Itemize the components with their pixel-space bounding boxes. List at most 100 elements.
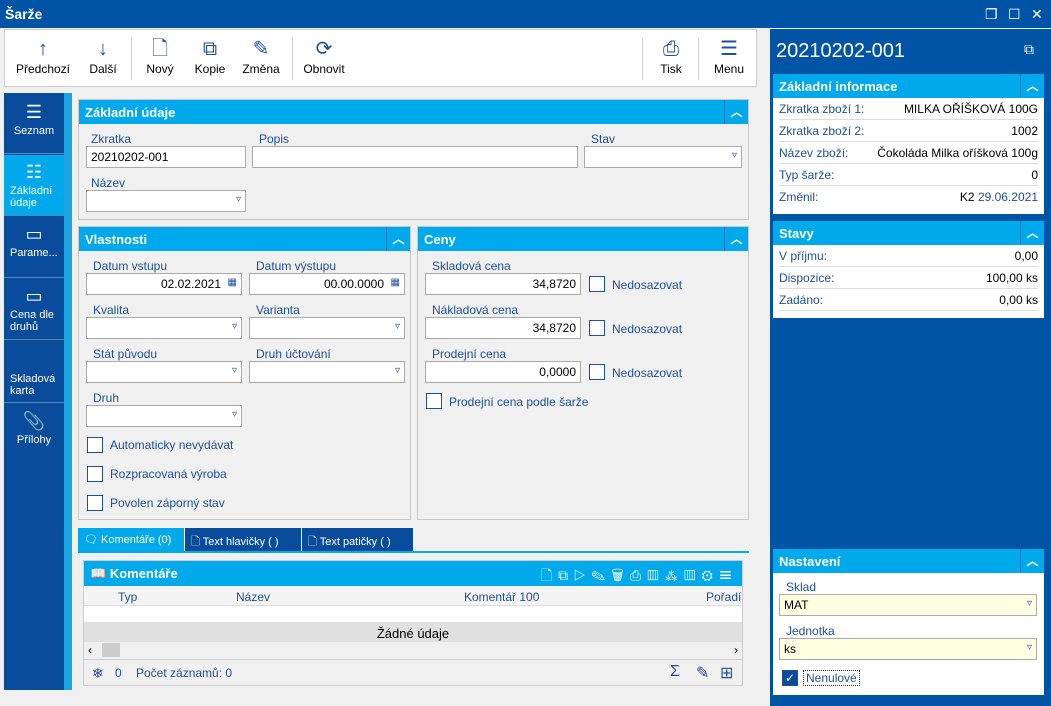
previous-button[interactable]: ↑ Předchozí bbox=[15, 36, 71, 76]
tab-text-hlavicky[interactable]: 🗋 Text hlavičky ( ) bbox=[185, 528, 301, 552]
collapse-icon[interactable]: ︿ bbox=[724, 100, 748, 124]
calendar-icon[interactable]: ▦ bbox=[390, 277, 400, 288]
refresh-button[interactable]: ⟳ Obnovit bbox=[301, 36, 347, 76]
menu-button[interactable]: ☰ Menu bbox=[709, 36, 749, 76]
nedosazovat-label: Nedosazovat bbox=[612, 366, 683, 380]
nedosazovat-checkbox[interactable] bbox=[589, 364, 605, 380]
printer-icon: ⎙ bbox=[663, 38, 679, 60]
pencil-icon[interactable]: ✎ bbox=[696, 665, 710, 682]
horizontal-scrollbar[interactable]: ‹ › bbox=[84, 642, 742, 659]
kvalita-select[interactable]: ▿ bbox=[86, 317, 242, 339]
copy-label: Kopie bbox=[194, 62, 226, 76]
side-nav: ☰ Seznam ☷ Základní údaje ▭ Parame... ▭ Cena… bbox=[4, 93, 64, 690]
scroll-left-icon[interactable]: ‹ bbox=[88, 643, 92, 657]
druh-uctovani-label: Druh účtování bbox=[256, 347, 331, 361]
settings-title: Nastavení bbox=[779, 554, 841, 569]
nakladova-cena-input[interactable]: 34,8720 bbox=[425, 317, 581, 339]
copy-icon: ⧉ bbox=[202, 38, 218, 60]
jednotka-label: Jednotka bbox=[786, 624, 835, 638]
edit-label: Změna bbox=[242, 62, 280, 76]
document-icon: 🗋 bbox=[191, 536, 200, 548]
rozpracovana-vyroba-checkbox[interactable] bbox=[87, 466, 103, 482]
scroll-thumb[interactable] bbox=[102, 643, 120, 657]
nav-item-cena-dle-druhu[interactable]: ▭ Cena dle druhů bbox=[4, 279, 64, 340]
popis-input[interactable] bbox=[252, 146, 578, 168]
nav-item-parametry[interactable]: ▭ Parame... bbox=[4, 217, 64, 278]
prodejni-cena-input[interactable]: 0,0000 bbox=[425, 361, 581, 383]
detail-panel: 20210202-001 ⧉ Základní informace ︿ Zkrat… bbox=[770, 29, 1051, 706]
nazev-select[interactable]: ▿ bbox=[86, 190, 246, 212]
nav-item-skladova-karta[interactable]: Skladová karta bbox=[4, 341, 64, 403]
skladova-cena-input[interactable]: 34,8720 bbox=[425, 273, 581, 295]
new-button[interactable]: 🗋 Nový bbox=[143, 36, 177, 76]
copy-button[interactable]: ⧉ Kopie bbox=[193, 36, 227, 76]
automaticky-nevydavat-checkbox[interactable] bbox=[87, 437, 103, 453]
restore-icon[interactable]: ❐ bbox=[985, 6, 998, 22]
comments-title: Komentáře bbox=[109, 566, 178, 581]
collapse-icon[interactable]: ︿ bbox=[386, 227, 410, 251]
open-external-icon[interactable]: ⧉ bbox=[1024, 41, 1034, 57]
collapse-icon[interactable]: ︿ bbox=[1020, 549, 1044, 573]
print-button[interactable]: ⎙ Tisk bbox=[653, 36, 689, 76]
datum-vystupu-input[interactable]: 00.00.0000 ▦ bbox=[249, 273, 405, 295]
dropdown-icon: ▿ bbox=[235, 194, 241, 205]
changed-user: K2 bbox=[959, 190, 975, 204]
zaporny-stav-checkbox[interactable] bbox=[87, 495, 103, 511]
tab-komentare[interactable]: 🗨 Komentáře (0) bbox=[78, 528, 184, 552]
tab-text-paticky[interactable]: 🗋 Text patičky ( ) bbox=[302, 528, 413, 552]
sklad-select[interactable]: MAT ▿ bbox=[779, 594, 1037, 616]
sum-icon[interactable]: Σ bbox=[670, 663, 680, 680]
dropdown-icon: ▿ bbox=[394, 321, 400, 332]
prodejni-cena-podle-sarze-checkbox[interactable] bbox=[426, 393, 442, 409]
nedosazovat-checkbox[interactable] bbox=[589, 320, 605, 336]
calendar-icon[interactable]: ▦ bbox=[227, 277, 237, 288]
add-record-icon[interactable]: ⊞ bbox=[720, 665, 734, 682]
info-row: Typ šarže: 0 bbox=[779, 164, 1038, 186]
nav-strip bbox=[64, 93, 72, 690]
nav-label: Cena dle druhů bbox=[10, 309, 55, 333]
druh-uctovani-select[interactable]: ▿ bbox=[249, 361, 405, 383]
col-poradi[interactable]: Pořadí bbox=[706, 590, 742, 604]
nav-label: Seznam bbox=[13, 125, 55, 137]
row-value: 1002 bbox=[1011, 124, 1038, 138]
window-title-bar: Šarže bbox=[0, 0, 1051, 28]
varianta-select[interactable]: ▿ bbox=[249, 317, 405, 339]
collapse-icon[interactable]: ︿ bbox=[724, 227, 748, 251]
row-key: Zkratka zboží 1: bbox=[779, 102, 865, 116]
grid-toolbar-icons[interactable]: 🗋⧉▷✎🗑⎙▥⁂▥⚙☰ bbox=[540, 567, 738, 583]
nenulove-checkbox[interactable]: ✓ bbox=[782, 670, 798, 686]
nav-label: Parame... bbox=[10, 247, 58, 259]
maximize-icon[interactable]: ☐ bbox=[1008, 6, 1021, 22]
divider bbox=[292, 38, 293, 80]
nedosazovat-label: Nedosazovat bbox=[612, 322, 683, 336]
nav-item-zakladni-udaje[interactable]: ☷ Základní údaje bbox=[4, 155, 64, 216]
druh-select[interactable]: ▿ bbox=[86, 405, 242, 427]
nedosazovat-label: Nedosazovat bbox=[612, 278, 683, 292]
nav-item-prilohy[interactable]: 📎 Přílohy bbox=[4, 404, 64, 464]
close-icon[interactable]: ✕ bbox=[1031, 6, 1043, 22]
collapse-icon[interactable]: ︿ bbox=[1020, 221, 1044, 245]
datum-vstupu-value: 02.02.2021 bbox=[160, 277, 221, 291]
stat-select[interactable]: ▿ bbox=[86, 361, 242, 383]
collapse-icon[interactable]: ︿ bbox=[1020, 74, 1044, 98]
edit-button[interactable]: ✎ Změna bbox=[241, 36, 281, 76]
sklad-value: MAT bbox=[784, 598, 809, 612]
archive-icon: ▭ bbox=[25, 224, 43, 244]
zkratka-input[interactable]: 20210202-001 bbox=[86, 146, 246, 168]
divider bbox=[642, 38, 643, 80]
detail-heading: 20210202-001 bbox=[776, 40, 906, 62]
next-button[interactable]: ↓ Další bbox=[85, 36, 121, 76]
datum-vstupu-input[interactable]: 02.02.2021 ▦ bbox=[86, 273, 242, 295]
nav-item-seznam[interactable]: ☰ Seznam bbox=[4, 93, 64, 154]
stav-select[interactable]: ▿ bbox=[584, 146, 742, 168]
col-typ[interactable]: Typ bbox=[118, 590, 138, 604]
col-komentar[interactable]: Komentář 100 bbox=[464, 590, 540, 604]
snowflake-icon[interactable]: ❄ bbox=[92, 665, 104, 681]
jednotka-select[interactable]: ks ▿ bbox=[779, 638, 1037, 660]
frozen-count: 0 bbox=[115, 666, 122, 680]
col-nazev[interactable]: Název bbox=[236, 590, 271, 604]
stavy-title: Stavy bbox=[779, 226, 814, 241]
scroll-right-icon[interactable]: › bbox=[734, 643, 738, 657]
stavy-section: Stavy ︿ V příjmu: 0,00 Dispozice: 100,00 ks… bbox=[773, 221, 1044, 318]
nedosazovat-checkbox[interactable] bbox=[589, 276, 605, 292]
